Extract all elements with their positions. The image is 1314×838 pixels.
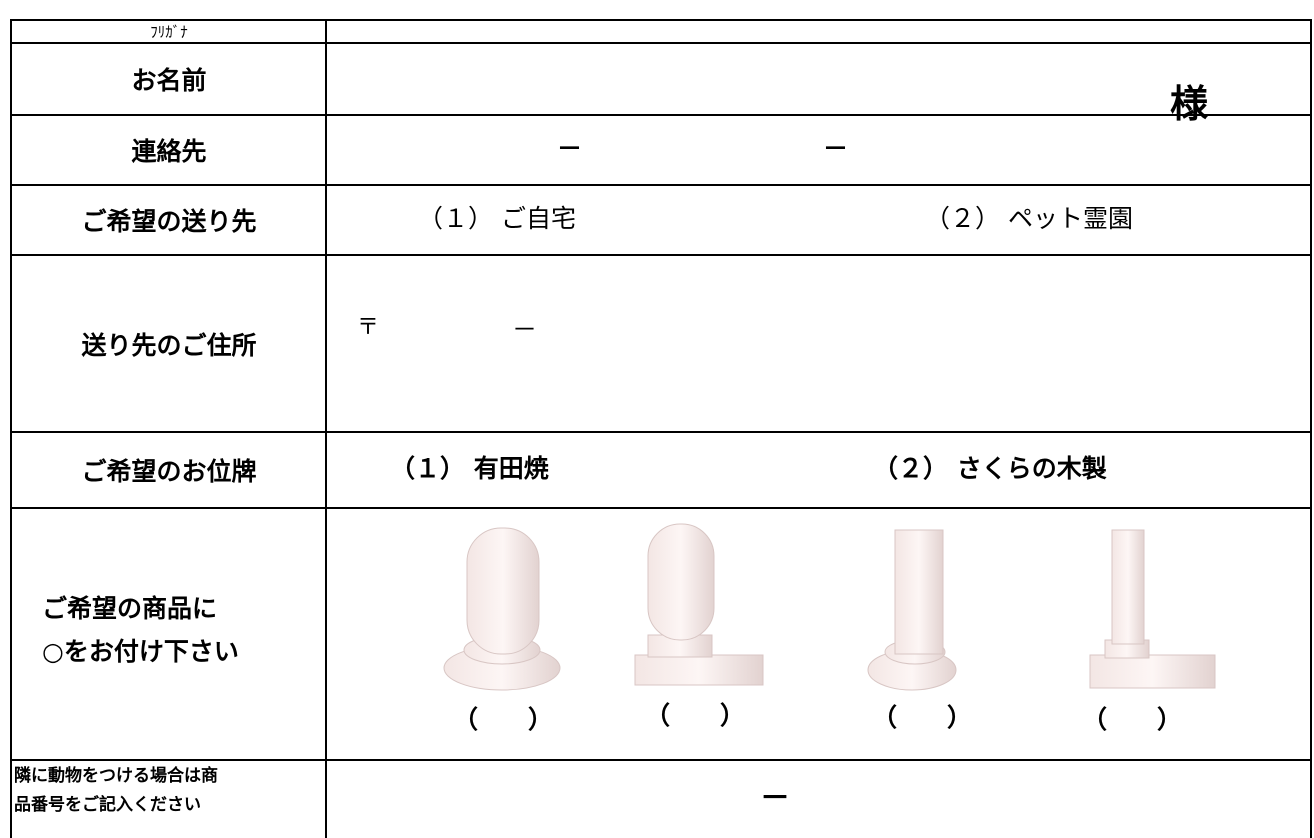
row-label: ご希望の商品に [42,594,218,623]
choice-box[interactable]: （ ） [645,701,746,730]
choice-box[interactable]: （ ） [872,703,973,732]
row-line [10,19,1312,21]
row-label: 送り先のご住所 [81,330,257,360]
row-line [10,759,1312,761]
row-label: ﾌﾘｶﾞﾅ [150,23,188,41]
postal-mark: 〒 [357,315,380,340]
option: （１） ご自宅 [418,204,576,233]
row-label: ○をお付け下さい [42,637,239,666]
option: （２） さくらの木製 [873,454,1107,483]
row-line [10,42,1312,44]
tablet-image [634,523,764,686]
phone-separator: － [557,134,583,163]
choice-box[interactable]: （ ） [453,705,554,734]
tablet-image [867,529,957,691]
row-line [10,114,1312,116]
row-label: 品番号をご記入ください [14,795,201,815]
row-line [10,507,1312,509]
column-line [10,20,12,838]
column-line [325,20,327,838]
choice-box[interactable]: （ ） [1082,705,1183,734]
tablet-image [443,527,561,691]
row-line [10,184,1312,186]
row-label: 連絡先 [131,137,207,166]
column-line [1310,20,1312,838]
row-label: 隣に動物をつける場合は商 [14,766,218,786]
row-label: ご希望の送り先 [81,207,257,236]
option: （１） 有田焼 [390,454,549,483]
animal-separator: － [760,781,790,816]
row-label: お名前 [131,66,207,95]
tablet-image [1089,529,1216,689]
name-suffix: 様 [1170,82,1209,126]
postal-separator: － [512,315,538,344]
row-line [10,254,1312,256]
option: （２） ペット霊園 [925,204,1133,233]
phone-separator: － [823,134,849,163]
row-label: ご希望のお位牌 [81,457,257,486]
row-line [10,431,1312,433]
